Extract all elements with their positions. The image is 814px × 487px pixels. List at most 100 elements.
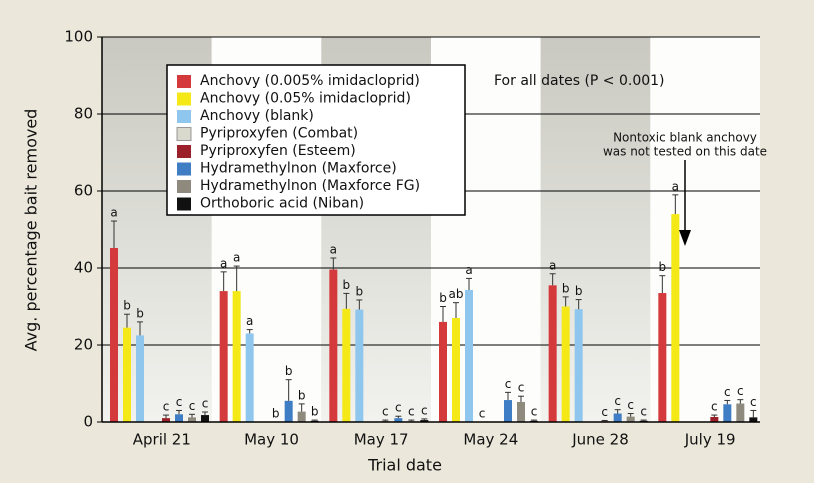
- bar: [329, 270, 337, 422]
- significance-letter: a: [246, 314, 253, 328]
- y-axis-label: Avg. percentage bait removed: [22, 109, 41, 352]
- significance-letter: b: [562, 281, 570, 295]
- bar: [201, 415, 209, 422]
- significance-letter: b: [356, 284, 364, 298]
- y-tick-label: 40: [74, 259, 93, 277]
- significance-letter: c: [711, 400, 718, 414]
- bar: [504, 400, 512, 422]
- x-tick-label: April 21: [133, 431, 191, 449]
- x-axis-label: Trial date: [367, 456, 442, 475]
- significance-letter: c: [189, 399, 196, 413]
- bar: [465, 290, 473, 422]
- legend-swatch: [177, 93, 191, 106]
- legend-swatch: [177, 163, 191, 176]
- y-tick-label: 0: [83, 413, 93, 431]
- significance-letter: b: [123, 299, 131, 313]
- band: [650, 37, 760, 422]
- significance-letter: c: [421, 403, 428, 417]
- bar: [220, 291, 228, 422]
- band: [541, 37, 651, 422]
- bar: [342, 309, 350, 422]
- significance-letter: b: [343, 278, 351, 292]
- significance-letter: c: [750, 395, 757, 409]
- bar: [723, 404, 731, 422]
- bar: [175, 414, 183, 422]
- bar: [658, 293, 666, 422]
- significance-letter: c: [724, 385, 731, 399]
- significance-letter: c: [518, 381, 525, 395]
- legend-swatch: [177, 145, 191, 158]
- legend-swatch: [177, 75, 191, 88]
- bar: [549, 285, 557, 422]
- significance-letter: c: [640, 405, 647, 419]
- significance-letter: c: [601, 405, 608, 419]
- legend-swatch: [177, 198, 191, 211]
- bar: [233, 291, 241, 422]
- y-tick-label: 20: [74, 336, 93, 354]
- significance-letter: a: [672, 179, 679, 193]
- significance-letter: b: [659, 260, 667, 274]
- legend-label: Orthoboric acid (Niban): [200, 196, 364, 212]
- significance-letter: c: [163, 400, 170, 414]
- bar: [452, 318, 460, 422]
- legend-swatch: [177, 180, 191, 193]
- legend-label: Anchovy (0.05% imidacloprid): [200, 91, 411, 107]
- significance-letter: c: [737, 384, 744, 398]
- bar: [123, 328, 131, 422]
- bar: [614, 414, 622, 422]
- significance-letter: b: [285, 364, 293, 378]
- bar: [736, 404, 744, 422]
- legend-label: Anchovy (0.005% imidacloprid): [200, 73, 420, 89]
- significance-letter: a: [330, 242, 337, 256]
- legend-label: Anchovy (blank): [200, 108, 314, 124]
- significance-letter: c: [505, 377, 512, 391]
- y-tick-label: 60: [74, 182, 93, 200]
- bar: [136, 335, 144, 422]
- bar: [439, 322, 447, 422]
- significance-letter: c: [176, 395, 183, 409]
- y-tick-label: 80: [74, 105, 93, 123]
- significance-letter: b: [272, 407, 280, 421]
- y-tick-label: 100: [64, 28, 93, 46]
- significance-letter: c: [614, 394, 621, 408]
- bar: [355, 310, 363, 422]
- significance-letter: b: [136, 306, 144, 320]
- x-tick-label: May 17: [354, 431, 409, 449]
- legend-label: Hydramethylnon (Maxforce FG): [200, 178, 420, 194]
- x-tick-label: May 24: [463, 431, 518, 449]
- x-tick-label: July 19: [684, 431, 736, 449]
- bar: [671, 214, 679, 422]
- legend-label: Pyriproxyfen (Combat): [200, 126, 358, 142]
- bar: [575, 309, 583, 422]
- significance-letter: c: [479, 407, 486, 421]
- significance-letter: b: [439, 291, 447, 305]
- significance-letter: a: [110, 206, 117, 220]
- significance-letter: a: [465, 263, 472, 277]
- significance-letter: c: [382, 405, 389, 419]
- legend-label: Hydramethylnon (Maxforce): [200, 161, 397, 177]
- x-tick-label: June 28: [571, 431, 629, 449]
- bar: [246, 333, 254, 422]
- significance-letter: a: [220, 256, 227, 270]
- legend-label: Pyriproxyfen (Esteem): [200, 143, 356, 159]
- significance-letter: b: [298, 388, 306, 402]
- bar: [298, 412, 306, 422]
- arrow-note: Nontoxic blank anchovy: [613, 131, 757, 145]
- legend-swatch: [177, 128, 191, 141]
- bar: [710, 417, 718, 422]
- annotation: For all dates (P < 0.001): [494, 73, 665, 89]
- significance-letter: c: [202, 396, 209, 410]
- significance-letter: b: [575, 284, 583, 298]
- significance-letter: a: [233, 251, 240, 265]
- x-tick-label: May 10: [244, 431, 299, 449]
- bar: [285, 401, 293, 422]
- significance-letter: a: [549, 258, 556, 272]
- significance-letter: c: [531, 405, 538, 419]
- bar: [627, 417, 635, 422]
- bar: [517, 402, 525, 422]
- bar: [562, 307, 570, 423]
- significance-letter: c: [408, 405, 415, 419]
- significance-letter: c: [627, 398, 634, 412]
- arrow-note: was not tested on this date: [603, 145, 767, 159]
